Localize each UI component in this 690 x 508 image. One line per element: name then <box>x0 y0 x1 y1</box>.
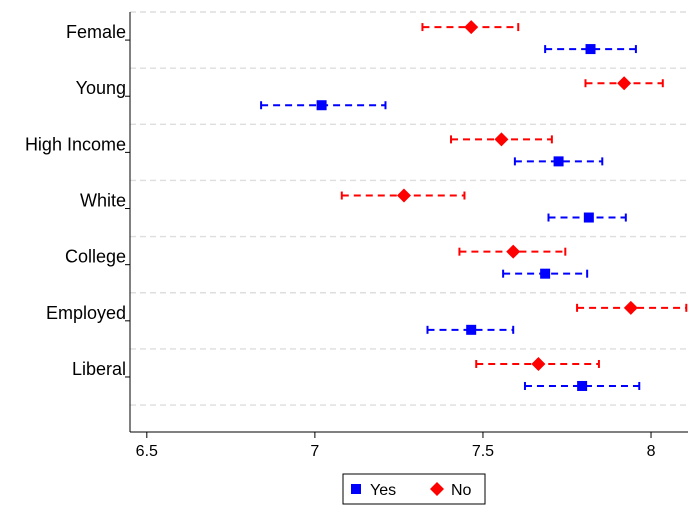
legend-yes-marker <box>351 484 361 494</box>
category-label: High Income <box>25 134 126 154</box>
estimate-marker <box>531 356 546 371</box>
category-label: Liberal <box>72 359 126 379</box>
category-label: Young <box>76 78 126 98</box>
estimate-marker <box>583 212 594 223</box>
estimate-marker <box>623 300 638 315</box>
estimate-marker <box>464 20 479 35</box>
series-yes <box>260 44 641 391</box>
estimate-marker <box>617 76 632 91</box>
x-tick-label: 8 <box>647 443 656 460</box>
legend-no-marker <box>430 482 444 496</box>
category-label: Employed <box>46 303 126 323</box>
estimate-marker <box>396 188 411 203</box>
axes: 6.5 7 7.5 8 <box>125 12 688 460</box>
estimate-marker <box>585 44 596 55</box>
category-label: Female <box>66 22 126 42</box>
legend-items: Yes No <box>351 482 472 499</box>
estimate-marker <box>553 156 564 167</box>
legend-no-label: No <box>451 482 472 499</box>
estimate-marker <box>466 324 477 335</box>
x-tick-label: 7.5 <box>472 443 494 460</box>
x-tick-label: 6.5 <box>136 443 158 460</box>
legend: Yes No <box>342 473 486 505</box>
estimate-marker <box>577 380 588 391</box>
gridlines <box>130 11 688 406</box>
x-tick-label: 7 <box>310 443 319 460</box>
estimate-marker <box>506 244 521 259</box>
estimate-marker <box>494 132 509 147</box>
estimate-marker <box>316 100 327 111</box>
legend-yes-label: Yes <box>370 482 396 499</box>
series-marks <box>260 20 688 391</box>
legend-box <box>342 473 486 505</box>
category-label: College <box>65 247 126 267</box>
category-label: White <box>80 191 126 211</box>
estimate-marker <box>540 268 551 279</box>
series-no <box>340 20 688 371</box>
category-labels: Female Young High Income White College Employ… <box>25 22 126 379</box>
